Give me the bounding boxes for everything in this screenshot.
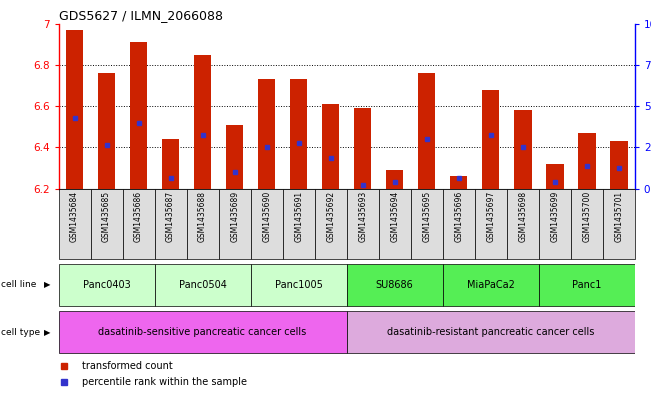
Bar [386,170,404,189]
Bar [411,189,443,259]
Text: GSM1435690: GSM1435690 [262,191,271,242]
Text: GSM1435684: GSM1435684 [70,191,79,242]
Bar [226,125,243,189]
Bar [66,30,83,189]
Text: GSM1435699: GSM1435699 [550,191,559,242]
Text: Panc1005: Panc1005 [275,280,323,290]
Text: GSM1435689: GSM1435689 [230,191,239,242]
Text: percentile rank within the sample: percentile rank within the sample [81,377,247,387]
Text: GSM1435685: GSM1435685 [102,191,111,242]
Text: Panc0403: Panc0403 [83,280,130,290]
Bar [443,264,539,306]
Bar [162,139,180,189]
Bar [610,141,628,189]
Bar [379,189,411,259]
Bar [59,311,347,353]
Text: Panc0504: Panc0504 [178,280,227,290]
Bar [314,189,346,259]
Bar [219,189,251,259]
Bar [322,104,339,189]
Text: GSM1435698: GSM1435698 [518,191,527,242]
Bar [155,264,251,306]
Bar [539,264,635,306]
Text: GSM1435696: GSM1435696 [454,191,463,242]
Bar [443,189,475,259]
Text: GSM1435694: GSM1435694 [390,191,399,242]
Text: GSM1435691: GSM1435691 [294,191,303,242]
Bar [418,73,436,189]
Text: GSM1435701: GSM1435701 [615,191,623,242]
Bar [194,55,212,189]
Text: MiaPaCa2: MiaPaCa2 [467,280,515,290]
Bar [98,73,115,189]
Bar [290,79,307,189]
Bar [450,176,467,189]
Text: ▶: ▶ [44,281,51,289]
Bar [475,189,506,259]
Bar [251,189,283,259]
Bar [251,264,347,306]
Text: cell type: cell type [1,328,40,336]
Bar [130,42,147,189]
Text: GSM1435688: GSM1435688 [198,191,207,242]
Text: GSM1435697: GSM1435697 [486,191,495,242]
Bar [347,311,635,353]
Bar [347,189,379,259]
Bar [187,189,219,259]
Text: dasatinib-sensitive pancreatic cancer cells: dasatinib-sensitive pancreatic cancer ce… [98,327,307,337]
Text: dasatinib-resistant pancreatic cancer cells: dasatinib-resistant pancreatic cancer ce… [387,327,594,337]
Bar [506,189,539,259]
Text: GSM1435686: GSM1435686 [134,191,143,242]
Bar [59,264,155,306]
Bar [603,189,635,259]
Text: ▶: ▶ [44,328,51,336]
Bar [283,189,314,259]
Bar [514,110,531,189]
Bar [347,264,443,306]
Bar [90,189,122,259]
Bar [482,90,499,189]
Text: GSM1435692: GSM1435692 [326,191,335,242]
Bar [354,108,372,189]
Text: GSM1435687: GSM1435687 [166,191,175,242]
Bar [122,189,155,259]
Text: GSM1435700: GSM1435700 [582,191,591,242]
Bar [155,189,187,259]
Text: transformed count: transformed count [81,361,173,371]
Bar [546,164,564,189]
Bar [539,189,571,259]
Text: Panc1: Panc1 [572,280,602,290]
Text: GDS5627 / ILMN_2066088: GDS5627 / ILMN_2066088 [59,9,223,22]
Bar [59,189,90,259]
Bar [571,189,603,259]
Bar [258,79,275,189]
Text: cell line: cell line [1,281,36,289]
Text: GSM1435695: GSM1435695 [422,191,431,242]
Text: GSM1435693: GSM1435693 [358,191,367,242]
Text: SU8686: SU8686 [376,280,413,290]
Bar [578,133,596,189]
